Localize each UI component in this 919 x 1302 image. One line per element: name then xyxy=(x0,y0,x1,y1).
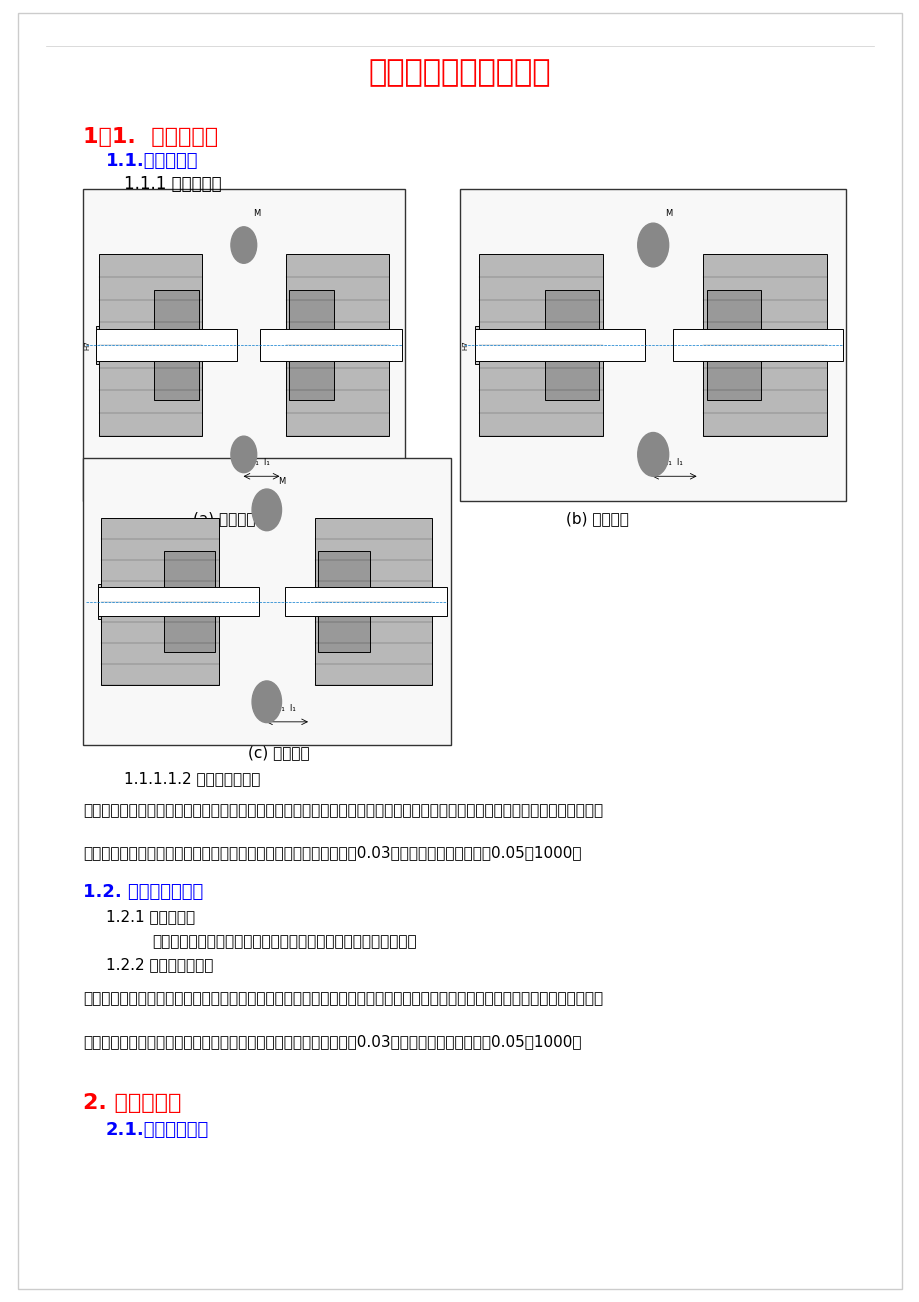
Bar xyxy=(96,329,237,361)
Text: H7: H7 xyxy=(85,340,90,350)
Text: l₁  l₁: l₁ l₁ xyxy=(253,458,269,467)
Bar xyxy=(314,327,385,363)
Circle shape xyxy=(637,223,668,267)
Bar xyxy=(289,290,334,400)
Text: M: M xyxy=(278,477,285,486)
Text: (c) 带防护缘: (c) 带防护缘 xyxy=(248,745,310,760)
Bar xyxy=(479,254,602,436)
Text: l₁  l₁: l₁ l₁ xyxy=(278,704,295,713)
Text: 采用联轴器传动的机器，联轴器两轴的对中偏差及联轴器的端面间隙，应符合机器的技术文件要求。若无要求，应符合下列规定：: 采用联轴器传动的机器，联轴器两轴的对中偏差及联轴器的端面间隙，应符合机器的技术文… xyxy=(83,991,602,1006)
Bar xyxy=(460,189,845,501)
Bar xyxy=(314,518,432,685)
Text: 2. 挠性联轴器: 2. 挠性联轴器 xyxy=(83,1092,181,1113)
Text: l₁  l₁: l₁ l₁ xyxy=(665,458,682,467)
Circle shape xyxy=(231,436,256,473)
Bar xyxy=(707,290,761,400)
Bar xyxy=(475,327,560,363)
Bar xyxy=(101,518,219,685)
Text: 采用联轴器传动的机器，联轴器两轴的对中偏差及联轴器的端面间隙，应符合机器的技术文件要求。若无要求，应符合下列规定：: 采用联轴器传动的机器，联轴器两轴的对中偏差及联轴器的端面间隙，应符合机器的技术文… xyxy=(83,803,602,819)
Text: 两半联轴器端面应紧密接触，其两轴的对中偏差：径向位移应不大于0.03毫米，轴向倾斜应不大于0.05／1000。: 两半联轴器端面应紧密接触，其两轴的对中偏差：径向位移应不大于0.03毫米，轴向倾… xyxy=(83,845,581,861)
Text: H7: H7 xyxy=(397,340,403,350)
Circle shape xyxy=(637,432,668,477)
Text: M: M xyxy=(253,210,260,219)
Bar xyxy=(96,327,166,363)
Bar xyxy=(672,329,842,361)
Text: H7: H7 xyxy=(837,340,844,350)
Bar xyxy=(737,327,823,363)
Bar xyxy=(318,552,369,651)
Bar xyxy=(83,458,450,745)
Text: 1.2.1 常用种类：: 1.2.1 常用种类： xyxy=(106,909,195,924)
Text: (a) 有对中榫: (a) 有对中榫 xyxy=(193,510,255,526)
Text: (b) 无对中榫: (b) 无对中榫 xyxy=(565,510,628,526)
Bar xyxy=(164,552,215,651)
Text: 套筒联轴器、夹壳联轴器、紧箍夹壳联轴器、凸缘夹壳联轴器等。: 套筒联轴器、夹壳联轴器、紧箍夹壳联轴器、凸缘夹壳联轴器等。 xyxy=(152,934,416,949)
Text: M: M xyxy=(664,210,672,219)
Bar xyxy=(260,329,401,361)
Text: 2.1.滑块联轴器：: 2.1.滑块联轴器： xyxy=(106,1121,209,1139)
Text: 1.1.1.1.2 安装检修要求：: 1.1.1.1.2 安装检修要求： xyxy=(124,771,260,786)
Text: 常用联轴器安装与使用: 常用联轴器安装与使用 xyxy=(369,59,550,87)
Bar xyxy=(347,585,428,618)
Bar xyxy=(97,585,178,618)
Bar xyxy=(286,254,389,436)
Circle shape xyxy=(231,227,256,263)
Text: 1．1.  刚性联轴器: 1．1. 刚性联轴器 xyxy=(83,126,218,147)
Circle shape xyxy=(252,490,281,531)
Text: 1.2.2 安装检修要求：: 1.2.2 安装检修要求： xyxy=(106,957,213,973)
Bar xyxy=(703,254,826,436)
Bar xyxy=(544,290,598,400)
Bar xyxy=(285,587,447,616)
Text: H7: H7 xyxy=(461,340,468,350)
Bar xyxy=(83,189,404,501)
Circle shape xyxy=(252,681,281,723)
Text: 1.1.凸缘联轴器: 1.1.凸缘联轴器 xyxy=(106,152,199,171)
Bar xyxy=(475,329,645,361)
Bar xyxy=(99,254,202,436)
Text: 1.1.1 常用种类：: 1.1.1 常用种类： xyxy=(124,174,221,193)
Bar xyxy=(153,290,199,400)
Text: 两半联轴器端面应紧密接触，其两轴的对中偏差：径向位移应不大于0.03毫米，轴向倾斜应不大于0.05／1000。: 两半联轴器端面应紧密接触，其两轴的对中偏差：径向位移应不大于0.03毫米，轴向倾… xyxy=(83,1034,581,1049)
Bar xyxy=(97,587,259,616)
Text: 1.2. 其他刚性联轴器: 1.2. 其他刚性联轴器 xyxy=(83,883,203,901)
